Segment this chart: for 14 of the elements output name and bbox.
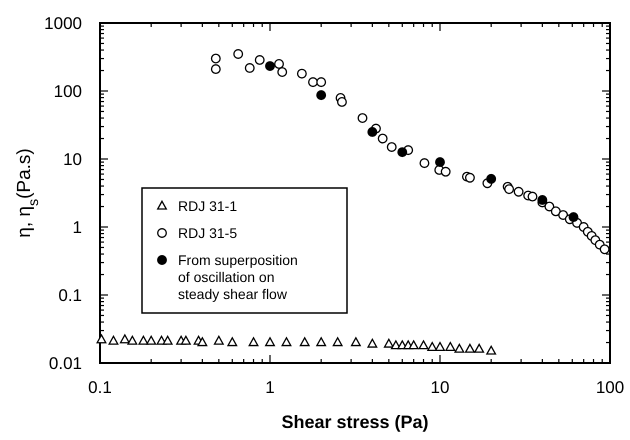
y-tick-label: 0.1 bbox=[58, 286, 82, 305]
y-tick-label: 100 bbox=[54, 82, 82, 101]
legend-label: From superposition of oscillation on steady shear flow bbox=[178, 252, 298, 302]
legend-label: RDJ 31-5 bbox=[178, 225, 238, 241]
legend-label: RDJ 31-1 bbox=[178, 198, 238, 214]
x-tick-label: 0.1 bbox=[88, 378, 112, 397]
x-tick-label: 10 bbox=[430, 378, 450, 397]
x-axis-title: Shear stress (Pa) bbox=[281, 412, 429, 432]
y-tick-label: 1 bbox=[72, 218, 82, 237]
x-tick-label: 1 bbox=[265, 378, 275, 397]
y-tick-label: 0.01 bbox=[48, 354, 82, 373]
y-tick-label: 10 bbox=[63, 150, 82, 169]
y-tick-label: 1000 bbox=[44, 14, 82, 33]
x-tick-label: 100 bbox=[596, 378, 624, 397]
